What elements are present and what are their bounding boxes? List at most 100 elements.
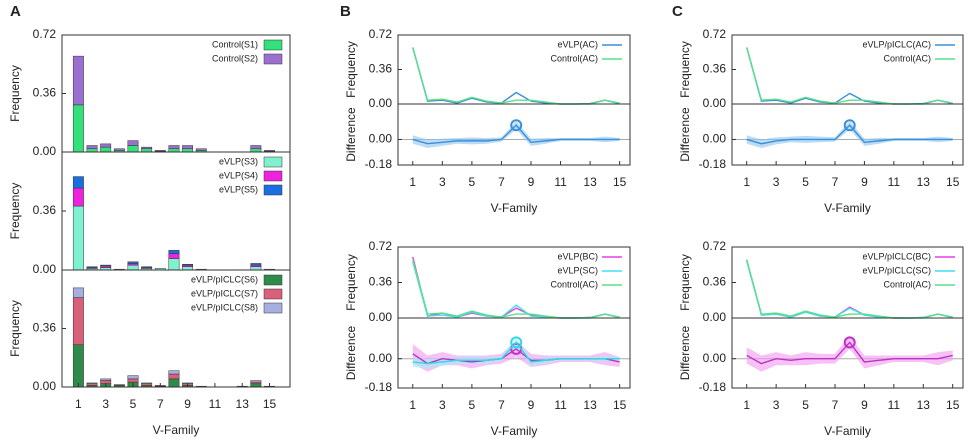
bar-segment (72, 187, 84, 207)
plot-frame (731, 103, 964, 166)
legend-label: Control(AC) (883, 53, 931, 63)
panel-label: B (340, 3, 351, 20)
x-tick-label: 1 (409, 175, 416, 189)
y-tick-label: 0.00 (703, 310, 727, 324)
bar-segment (250, 380, 262, 383)
bar-segment (141, 382, 153, 384)
x-tick-label: 3 (102, 397, 109, 411)
y-axis-label: Frequency (344, 254, 358, 311)
plot-frame (731, 317, 964, 389)
bar-segment (182, 264, 194, 266)
bar-segment (86, 266, 98, 268)
y-tick-label: -0.18 (699, 380, 727, 394)
x-tick-label: 1 (743, 398, 750, 412)
bar-segment (127, 145, 139, 153)
y-tick-label: 0.00 (33, 262, 57, 276)
legend-label: eVLP(BC) (557, 251, 598, 261)
highlight-marker (843, 119, 856, 132)
x-axis-label: V-Family (491, 424, 538, 438)
bar-segment (86, 382, 98, 384)
y-tick-label: 0.36 (703, 62, 727, 76)
bar-segment (113, 384, 125, 386)
y-tick-label: 0.00 (33, 144, 57, 158)
x-tick-label: 15 (613, 398, 627, 412)
bar-segment (168, 370, 180, 375)
y-axis-label: Difference (678, 325, 692, 380)
legend-swatch (263, 39, 283, 51)
bar-segment (250, 263, 262, 266)
y-tick-label: 0.00 (369, 96, 393, 110)
bar-segment (127, 261, 139, 264)
plot-frame (397, 103, 631, 166)
bar-segment (100, 143, 112, 148)
bar-segment (72, 287, 84, 298)
bar-segment (168, 373, 180, 380)
y-tick-label: 0.00 (33, 379, 57, 393)
error-band (746, 121, 953, 148)
bar-segment (113, 148, 125, 151)
highlight-marker (510, 336, 523, 349)
panel-label: C (672, 3, 683, 20)
legend-label: eVLP/pICLC(S7) (191, 288, 258, 298)
x-tick-label: 5 (802, 398, 809, 412)
legend-label: Control(AC) (550, 279, 598, 289)
panel-label: A (10, 3, 21, 20)
legend-label: Control(AC) (883, 279, 931, 289)
y-tick-label: 0.36 (703, 275, 727, 289)
legend-label: Control(AC) (550, 53, 598, 63)
legend-label: Control(S1) (212, 39, 258, 49)
y-axis-label: Difference (678, 107, 692, 162)
x-tick-label: 5 (802, 175, 809, 189)
x-tick-label: 7 (832, 398, 839, 412)
y-axis-label: Frequency (344, 41, 358, 98)
bar-segment (100, 264, 112, 267)
bar-segment (168, 258, 180, 271)
y-tick-label: 0.36 (369, 62, 393, 76)
x-tick-label: 9 (528, 398, 535, 412)
bar-segment (168, 378, 180, 388)
x-tick-label: 11 (209, 397, 222, 411)
bar-segment (127, 375, 139, 380)
x-tick-label: 13 (583, 175, 597, 189)
y-tick-label: -0.18 (365, 380, 393, 394)
x-tick-label: 7 (498, 398, 505, 412)
x-tick-label: 9 (528, 175, 535, 189)
bar-segment (72, 205, 84, 271)
x-tick-label: 9 (184, 397, 191, 411)
x-axis-label: V-Family (491, 201, 538, 215)
x-tick-label: 15 (946, 175, 960, 189)
x-tick-label: 9 (861, 398, 868, 412)
bar-segment (72, 104, 84, 153)
legend-swatch (263, 53, 283, 65)
y-tick-label: 0.00 (703, 351, 727, 365)
difference-line (746, 124, 953, 145)
y-tick-label: 0.36 (33, 321, 57, 335)
bar-segment (154, 150, 166, 152)
bar-segment (264, 150, 275, 152)
x-tick-label: 9 (861, 175, 868, 189)
x-tick-label: 1 (743, 175, 750, 189)
bar-segment (72, 344, 84, 388)
y-tick-label: 0.00 (703, 96, 727, 110)
legend-swatch (263, 156, 283, 168)
legend-label: Control(S2) (212, 53, 258, 63)
y-tick-label: 0.36 (33, 86, 57, 100)
x-tick-label: 3 (439, 398, 446, 412)
legend-label: eVLP(S4) (219, 170, 258, 180)
bar-segment (168, 145, 180, 149)
legend-label: eVLP/pICLC(AC) (862, 39, 931, 49)
x-tick-label: 5 (130, 397, 137, 411)
bar-segment (86, 145, 98, 149)
x-tick-label: 1 (409, 398, 416, 412)
legend-swatch (263, 184, 283, 196)
legend-label: eVLP(SC) (557, 265, 598, 275)
x-axis-label: V-Family (824, 424, 871, 438)
x-tick-label: 15 (263, 397, 277, 411)
x-tick-label: 13 (236, 397, 250, 411)
difference-line (412, 124, 620, 145)
difference-line (746, 341, 953, 365)
bar-segment (72, 55, 84, 106)
y-axis-label: Frequency (8, 300, 22, 357)
x-tick-label: 7 (498, 175, 505, 189)
y-tick-label: 0.72 (369, 239, 393, 253)
